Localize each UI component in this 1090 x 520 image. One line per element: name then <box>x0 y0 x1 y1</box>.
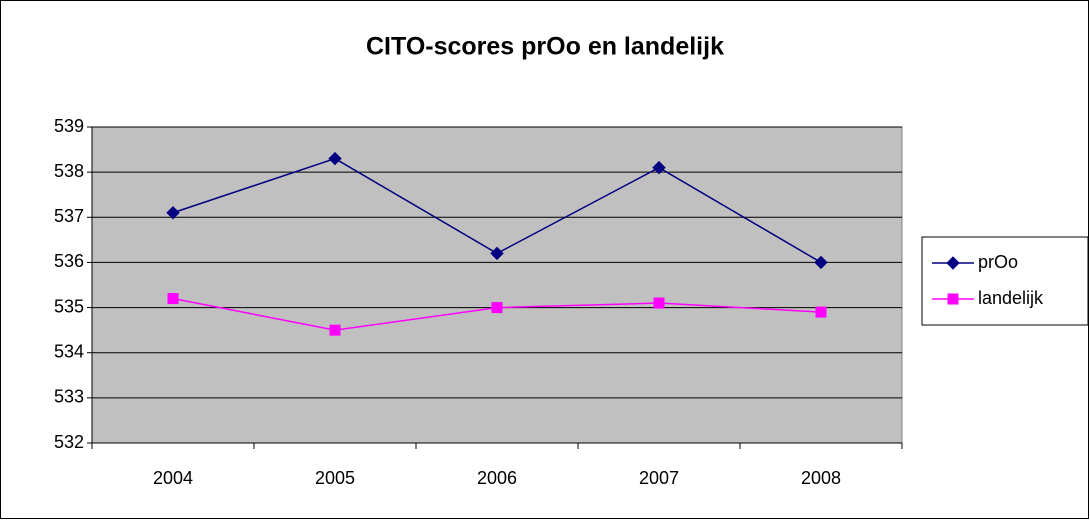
y-tick-label: 535 <box>54 296 84 316</box>
x-tick-label: 2005 <box>315 468 355 488</box>
marker <box>491 302 503 314</box>
y-tick-label: 539 <box>54 116 84 136</box>
marker <box>653 297 665 309</box>
y-tick-label: 533 <box>54 387 84 407</box>
marker <box>166 206 180 220</box>
y-tick-label: 532 <box>54 432 84 452</box>
marker <box>947 293 959 305</box>
marker <box>815 306 827 318</box>
y-tick-label: 534 <box>54 341 84 361</box>
marker <box>329 324 341 336</box>
y-tick-label: 537 <box>54 206 84 226</box>
chart-title: CITO-scores prOo en landelijk <box>366 33 724 61</box>
marker <box>490 246 504 261</box>
y-tick-label: 536 <box>54 251 84 271</box>
marker <box>946 256 960 270</box>
x-tick-label: 2008 <box>801 468 841 488</box>
x-tick-label: 2004 <box>153 468 193 488</box>
marker <box>814 255 828 270</box>
x-tick-label: 2006 <box>477 468 517 488</box>
plot-area <box>91 126 903 444</box>
legend-label: prOo <box>978 252 1018 272</box>
x-tick-label: 2007 <box>639 468 679 488</box>
marker <box>328 151 342 166</box>
marker <box>167 293 179 305</box>
legend <box>921 236 1089 326</box>
y-tick-label: 538 <box>54 161 84 181</box>
marker <box>652 160 666 175</box>
legend-label: landelijk <box>978 288 1044 308</box>
